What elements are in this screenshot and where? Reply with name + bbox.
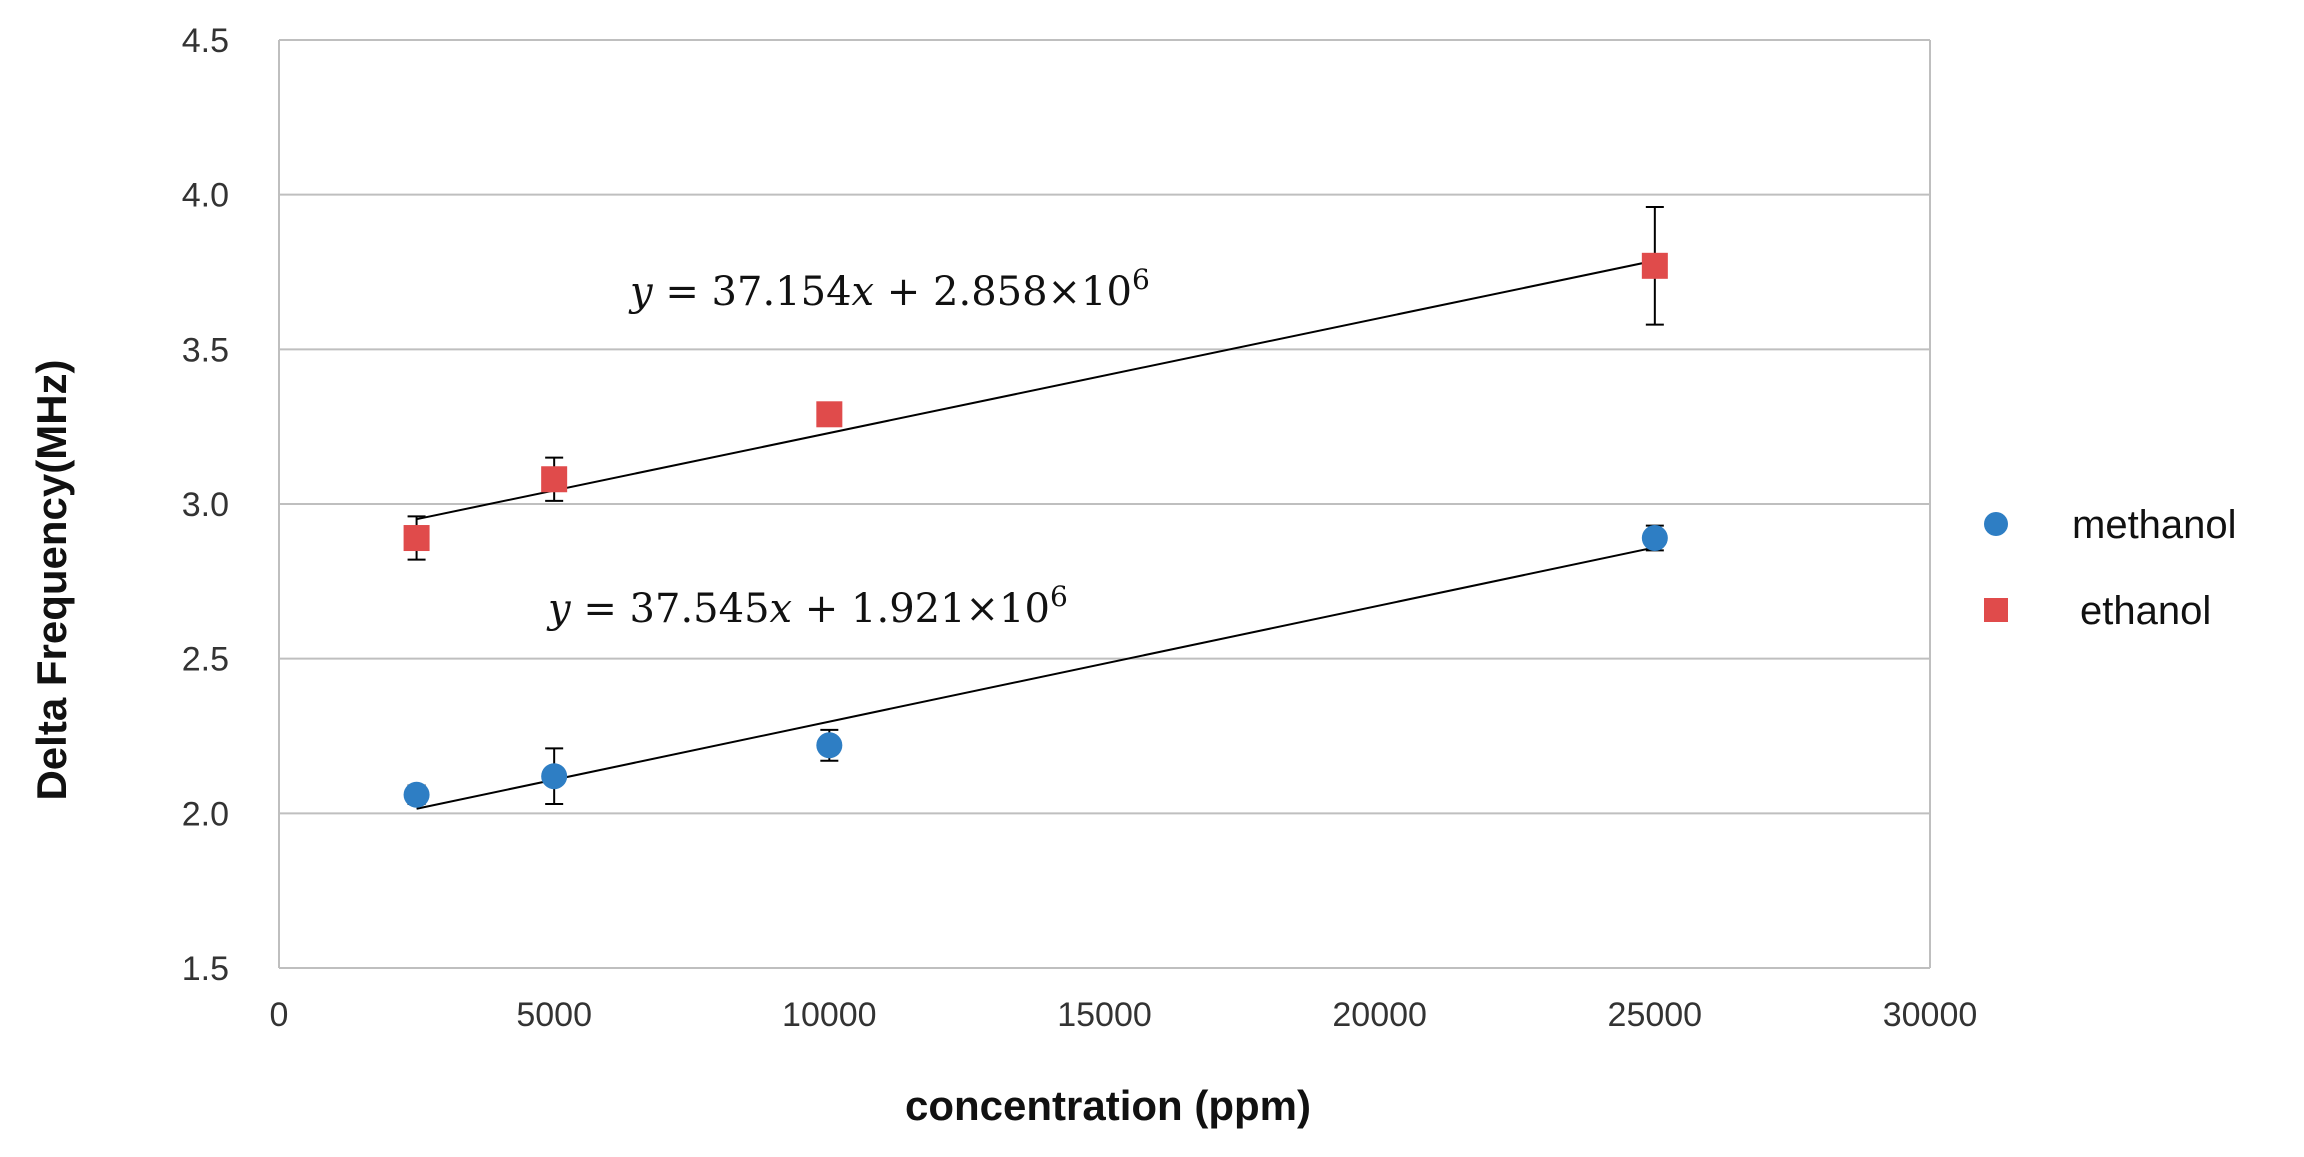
ethanol-point [403, 525, 430, 552]
y-tick-label: 1.5 [182, 950, 229, 988]
x-tick-label: 0 [270, 996, 289, 1034]
trendlines [416, 259, 1656, 810]
ethanol-trendline [416, 259, 1656, 521]
legend: methanol ethanol [1984, 503, 2237, 633]
x-tick-label: 10000 [782, 996, 877, 1034]
grid-lines [279, 39, 1930, 969]
x-tick-label: 15000 [1057, 996, 1152, 1034]
y-axis-ticks: 1.5 2.0 2.5 3.0 3.5 4.0 4.5 [182, 22, 229, 988]
ethanol-point [1641, 252, 1668, 279]
eq-mid: = 37.154 [653, 269, 852, 315]
y-tick-label: 2.0 [182, 795, 229, 833]
eq-exp: 6 [1050, 580, 1068, 613]
eq-rhs: + 1.921×10 [792, 586, 1050, 632]
methanol-point [541, 763, 568, 790]
ethanol-point [816, 401, 843, 428]
legend-ethanol-label: ethanol [2080, 589, 2211, 633]
y-axis-title: Delta Frequency(MHz) [28, 359, 75, 800]
legend-ethanol-marker [1984, 598, 2008, 622]
y-tick-label: 3.5 [182, 331, 229, 369]
y-tick-label: 2.5 [182, 641, 229, 679]
methanol-trend-equation: y = 37.545x + 1.921×106 [546, 580, 1068, 632]
ethanol-trend-equation: y = 37.154x + 2.858×106 [628, 263, 1150, 315]
x-tick-label: 30000 [1883, 996, 1978, 1034]
x-tick-label: 5000 [516, 996, 592, 1034]
eq-var: x [852, 269, 875, 315]
eq-lhs: y [628, 269, 654, 315]
legend-methanol-marker [1984, 512, 2008, 536]
data-markers [403, 252, 1668, 808]
methanol-point [1641, 525, 1668, 552]
plot-area [278, 40, 1931, 968]
eq-var: x [770, 586, 793, 632]
x-axis-title: concentration (ppm) [905, 1082, 1311, 1129]
y-tick-label: 3.0 [182, 486, 229, 524]
x-tick-label: 20000 [1332, 996, 1427, 1034]
eq-lhs: y [546, 586, 572, 632]
methanol-point [816, 732, 843, 759]
legend-methanol-label: methanol [2072, 503, 2237, 547]
y-tick-label: 4.5 [182, 22, 229, 60]
methanol-point [403, 781, 430, 808]
x-axis-ticks: 0 5000 10000 15000 20000 25000 30000 [270, 996, 1978, 1034]
eq-mid: = 37.545 [571, 586, 770, 632]
y-tick-label: 4.0 [182, 177, 229, 215]
ethanol-point [541, 466, 568, 493]
methanol-trendline [416, 546, 1656, 810]
eq-rhs: + 2.858×10 [874, 269, 1132, 315]
eq-exp: 6 [1132, 263, 1150, 296]
x-tick-label: 25000 [1608, 996, 1703, 1034]
